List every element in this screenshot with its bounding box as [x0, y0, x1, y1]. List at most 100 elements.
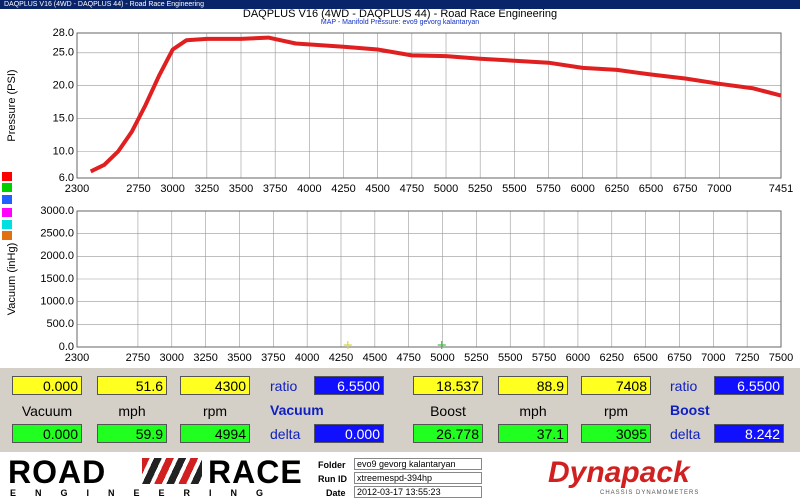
x-tick-label: 6000: [570, 183, 594, 195]
y-tick-label: 1000.0: [40, 296, 74, 308]
x-tick-label: 5250: [468, 183, 492, 195]
x-tick-label: 3500: [227, 352, 251, 364]
ratio-field: 6.5500: [314, 376, 384, 395]
x-tick-label: 4000: [295, 352, 319, 364]
brand-sub: CHASSIS DYNAMOMETERS: [600, 490, 700, 496]
group-title: Boost: [670, 402, 710, 418]
y-tick-label: 25.0: [53, 47, 74, 59]
title-bar: DAQPLUS V16 (4WD - DAQPLUS 44) - Road Ra…: [0, 0, 800, 9]
x-tick-label: 7000: [701, 352, 725, 364]
readout-field: 4994: [180, 424, 250, 443]
column-label: rpm: [202, 403, 228, 419]
brand: Dynapack: [548, 456, 690, 489]
legend-swatch[interactable]: [2, 220, 12, 229]
legend-swatch[interactable]: [2, 183, 12, 192]
y-tick-label: 10.0: [53, 146, 74, 158]
x-tick-label: 5750: [536, 183, 560, 195]
readout-field: 18.537: [413, 376, 483, 395]
logo-right: RACE: [208, 454, 303, 490]
x-tick-label: 3000: [160, 183, 184, 195]
y-tick-label: 3000.0: [40, 205, 74, 217]
readout-field: 3095: [581, 424, 651, 443]
x-tick-label: 4250: [329, 352, 353, 364]
y-tick-label: 500.0: [46, 318, 74, 330]
readout-panel: 0.000 51.6 4300 ratio 6.5500 Vacuum mph rpm Vacu…: [0, 368, 800, 452]
y-tick-label: 1500.0: [40, 273, 74, 285]
legend-swatch[interactable]: [2, 195, 12, 204]
x-tick-label: 4250: [331, 183, 355, 195]
field-label: Date: [326, 488, 346, 498]
x-tick-label: 4000: [297, 183, 321, 195]
logo-sub: ENGINEERING: [10, 488, 283, 498]
readout-field: 0.000: [12, 376, 82, 395]
x-tick-label: 2300: [65, 352, 89, 364]
field-label: Run ID: [318, 474, 347, 484]
legend-swatch[interactable]: [2, 231, 12, 240]
field-label: Folder: [318, 460, 346, 470]
y-tick-label: 15.0: [53, 113, 74, 125]
x-tick-label: 6500: [633, 352, 657, 364]
logo-slash: [142, 458, 202, 484]
y-axis-label: Vacuum (inHg): [6, 243, 18, 316]
x-tick-label: 6750: [667, 352, 691, 364]
x-tick-label: 5500: [498, 352, 522, 364]
x-tick-label: 2750: [126, 183, 150, 195]
column-label: rpm: [603, 403, 629, 419]
x-tick-label: 6500: [639, 183, 663, 195]
x-tick-label: 6250: [600, 352, 624, 364]
delta-field: 0.000: [314, 424, 384, 443]
column-label: Boost: [430, 403, 466, 419]
x-tick-label: 5000: [430, 352, 454, 364]
y-tick-label: 20.0: [53, 80, 74, 92]
chart-title: DAQPLUS V16 (4WD - DAQPLUS 44) - Road Ra…: [243, 9, 557, 20]
field-value: 2012-03-17 13:55:23: [354, 486, 482, 498]
ratio-label: ratio: [670, 378, 698, 394]
x-tick-label: 4500: [363, 352, 387, 364]
x-tick-label: 7500: [769, 352, 793, 364]
column-label: Vacuum: [21, 403, 73, 419]
x-tick-label: 5000: [434, 183, 458, 195]
readout-field: 0.000: [12, 424, 82, 443]
ratio-label: ratio: [270, 378, 298, 394]
y-tick-label: 0.0: [59, 341, 74, 353]
x-tick-label: 3250: [193, 352, 217, 364]
delta-label: delta: [270, 426, 301, 442]
plot-frame: [76, 210, 782, 348]
x-tick-label: 5250: [464, 352, 488, 364]
legend-swatch[interactable]: [2, 208, 12, 217]
cursor-marker: [437, 341, 446, 349]
y-tick-label: 2500.0: [40, 228, 74, 240]
chart-subtitle: MAP - Manifold Pressure: evo9 gevorg kal…: [321, 19, 479, 26]
plot-frame: [76, 32, 782, 179]
readout-field: 51.6: [97, 376, 167, 395]
y-axis-label: Pressure (PSI): [6, 69, 18, 141]
y-tick-label: 6.0: [59, 172, 74, 184]
chart-area: DAQPLUS V16 (4WD - DAQPLUS 44) - Road Ra…: [0, 9, 800, 377]
legend-swatch[interactable]: [2, 172, 12, 181]
x-tick-label: 3750: [263, 183, 287, 195]
x-tick-label: 2300: [65, 183, 89, 195]
field-value: evo9 gevorg kalantaryan: [354, 458, 482, 470]
readout-field: 4300: [180, 376, 250, 395]
column-label: mph: [519, 403, 547, 419]
x-tick-label: 4500: [365, 183, 389, 195]
x-tick-label: 5750: [532, 352, 556, 364]
x-tick-label: 7000: [707, 183, 731, 195]
field-value: xtreemespd-394hp: [354, 472, 482, 484]
readout-field: 37.1: [498, 424, 568, 443]
delta-label: delta: [670, 426, 701, 442]
group-title: Vacuum: [270, 402, 324, 418]
readout-field: 59.9: [97, 424, 167, 443]
y-tick-label: 2000.0: [40, 250, 74, 262]
readout-field: 7408: [581, 376, 651, 395]
column-label: mph: [118, 403, 146, 419]
cursor-marker: [343, 341, 352, 349]
x-tick-label: 6750: [673, 183, 697, 195]
x-tick-label: 6250: [605, 183, 629, 195]
x-tick-label: 3250: [195, 183, 219, 195]
logo-left: ROAD: [8, 454, 107, 490]
x-tick-label: 2750: [126, 352, 150, 364]
x-tick-label: 7250: [735, 352, 759, 364]
footer: ROAD RACE ENGINEERING Folder evo9 gevorg…: [0, 452, 800, 500]
